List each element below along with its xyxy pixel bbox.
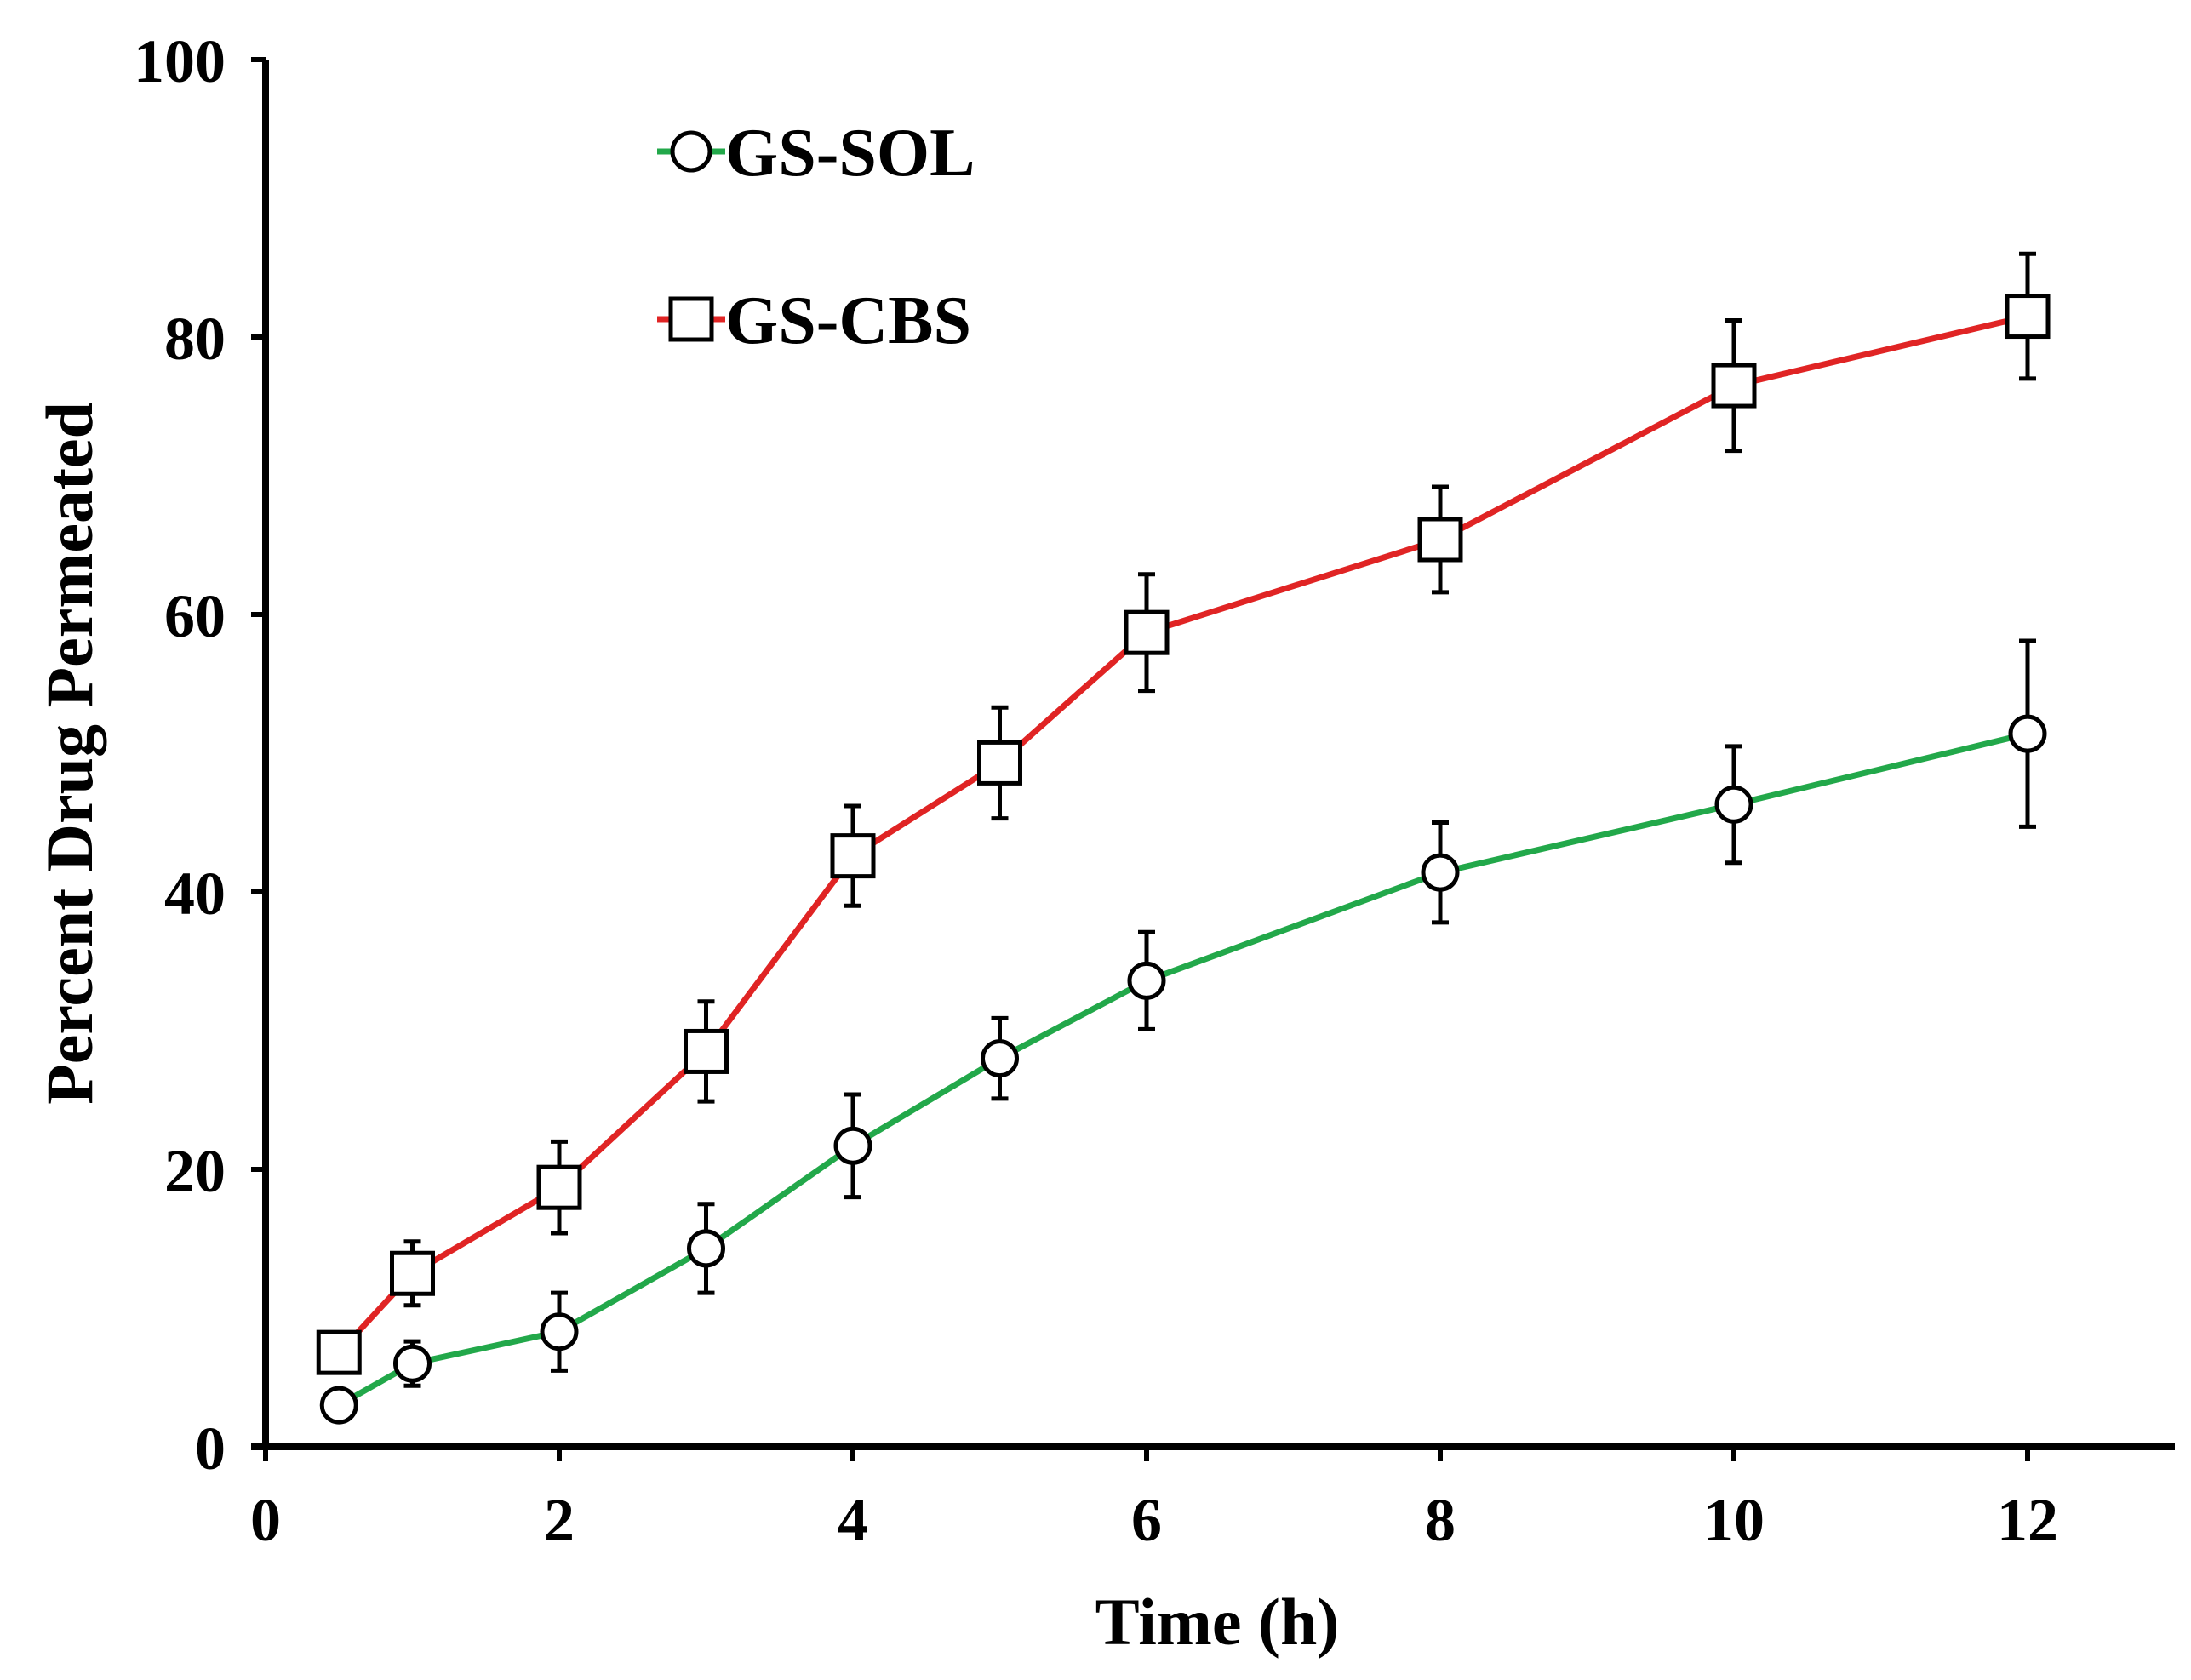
y-tick-label: 40 <box>164 860 226 928</box>
x-tick-label: 8 <box>1425 1486 1456 1554</box>
legend-circle-marker <box>670 130 712 173</box>
legend-label: GS-SOL <box>725 116 975 191</box>
series-gs-cbs <box>316 251 2051 1375</box>
data-point <box>2005 294 2051 340</box>
data-point <box>390 1250 435 1296</box>
data-point <box>2008 714 2047 753</box>
data-point <box>977 740 1022 786</box>
y-tick-label: 60 <box>164 582 226 650</box>
data-point <box>1124 609 1170 655</box>
data-point <box>687 1229 725 1268</box>
y-tick-label: 20 <box>164 1137 226 1205</box>
x-tick-label: 0 <box>250 1486 281 1554</box>
x-axis: 0 2 4 6 8 10 12 <box>250 1443 2175 1554</box>
legend-item-gs-sol: GS-SOL <box>657 116 975 191</box>
x-ticks: 0 2 4 6 8 10 12 <box>250 1447 2058 1554</box>
data-point <box>393 1344 432 1383</box>
legend-label: GS-CBS <box>725 283 971 358</box>
data-point <box>540 1312 579 1351</box>
data-point <box>830 833 876 879</box>
x-tick-label: 2 <box>544 1486 575 1554</box>
series-line <box>337 730 2028 1409</box>
y-tick-label: 0 <box>195 1414 226 1483</box>
x-axis-label: Time (h) <box>1096 1585 1340 1659</box>
series-line <box>336 313 2028 1355</box>
data-point <box>1714 785 1753 824</box>
data-point <box>833 1126 872 1165</box>
x-tick-label: 4 <box>838 1486 868 1554</box>
data-point <box>981 1039 1019 1078</box>
x-tick-label: 6 <box>1131 1486 1162 1554</box>
x-tick-label: 12 <box>1997 1486 2058 1554</box>
y-axis-label: Percent Drug Permeated <box>32 402 106 1105</box>
y-ticks: 0 20 40 60 80 100 <box>134 27 266 1483</box>
data-point <box>1417 517 1463 563</box>
x-tick-label: 10 <box>1703 1486 1765 1554</box>
data-point <box>536 1164 582 1210</box>
data-point <box>684 1028 729 1074</box>
plot-area <box>316 251 2051 1425</box>
data-point <box>319 1386 358 1425</box>
data-point <box>316 1329 362 1375</box>
data-point <box>1711 363 1757 409</box>
data-point <box>1421 853 1460 892</box>
series-gs-sol <box>319 638 2047 1425</box>
data-point <box>1127 961 1166 1000</box>
legend: GS-SOL GS-CBS <box>657 116 975 358</box>
y-tick-label: 100 <box>134 27 226 95</box>
y-tick-label: 80 <box>164 305 226 373</box>
legend-item-gs-cbs: GS-CBS <box>657 283 971 358</box>
y-axis: 0 20 40 60 80 100 <box>134 27 269 1483</box>
legend-square-marker <box>668 296 714 342</box>
